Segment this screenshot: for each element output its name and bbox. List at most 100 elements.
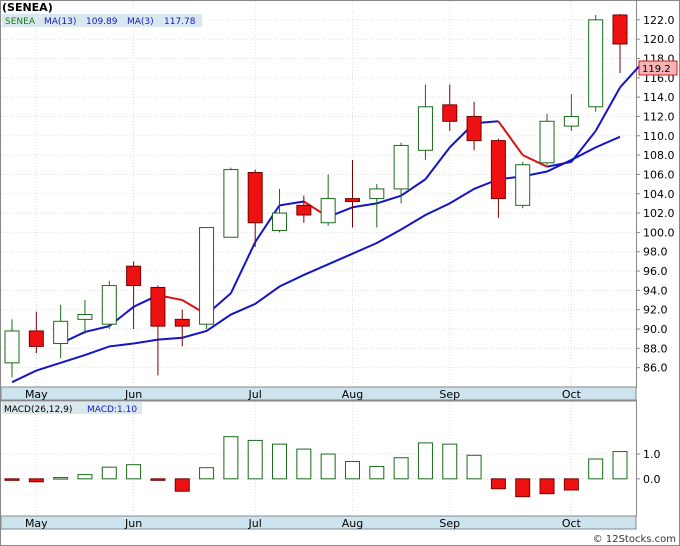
candle xyxy=(490,138,506,218)
candle xyxy=(296,195,312,223)
candle xyxy=(199,227,215,330)
macd-bar-negative xyxy=(150,478,166,481)
macd-date-strip xyxy=(0,515,637,530)
candle-body-up xyxy=(369,188,385,200)
price-tick-label: 88.0 xyxy=(643,342,668,355)
candle xyxy=(320,174,336,226)
macd-bar-positive xyxy=(272,443,288,480)
price-month-label: Oct xyxy=(562,388,582,401)
legend-ma13-value: 109.89 xyxy=(86,17,118,27)
candle xyxy=(28,311,44,354)
candle-body-up xyxy=(539,120,555,164)
macd-bar-positive xyxy=(417,442,433,480)
candle-body-up xyxy=(199,227,215,325)
ma3-segment xyxy=(594,86,621,132)
candle-body-down xyxy=(28,330,44,347)
macd-tick-label: 0.0 xyxy=(643,473,661,486)
price-x-axis: May Jun Jul Aug Sep Oct xyxy=(25,388,582,401)
macd-bar-positive xyxy=(393,457,409,480)
macd-title: MACD(26,12,9) xyxy=(4,405,72,415)
ma3-segment xyxy=(546,160,572,168)
macd-month-label: Aug xyxy=(342,517,363,530)
candle xyxy=(417,84,433,160)
price-tick-label: 86.0 xyxy=(643,362,668,375)
ma3-segment xyxy=(570,130,597,163)
ticker-label: (SENEA) xyxy=(2,1,53,14)
price-tick-label: 106.0 xyxy=(643,168,675,181)
legend-background xyxy=(2,14,202,27)
macd-bar-positive xyxy=(369,465,385,480)
candle-body-down xyxy=(612,14,628,45)
macd-value: MACD:1.10 xyxy=(87,405,137,415)
ma3-segment xyxy=(229,241,257,294)
candle-body-down xyxy=(150,286,166,327)
price-tick-label: 98.0 xyxy=(643,246,668,259)
price-month-label: May xyxy=(25,388,48,401)
macd-month-label: Jun xyxy=(124,517,142,530)
candle xyxy=(539,113,555,165)
macd-bar-positive xyxy=(199,467,215,480)
candle-body-up xyxy=(563,115,579,127)
macd-bar-positive xyxy=(588,458,604,480)
candle-body-up xyxy=(272,212,288,231)
candle xyxy=(247,169,263,247)
candle-body-up xyxy=(53,320,69,345)
candle-body-up xyxy=(4,330,20,364)
legend-ma3-label: MA(3) xyxy=(127,17,154,27)
candle-body-down xyxy=(174,318,190,327)
macd-bar-positive xyxy=(296,448,312,480)
macd-bar-positive xyxy=(442,443,458,480)
candle xyxy=(588,14,604,112)
ma3-segment xyxy=(376,194,402,205)
candle xyxy=(612,14,628,73)
macd-month-label: Sep xyxy=(439,517,460,530)
macd-bar-positive xyxy=(612,451,628,480)
candle-body-down xyxy=(247,171,263,224)
ma3-segment xyxy=(497,120,524,156)
candle xyxy=(442,84,458,131)
candle-body-up xyxy=(77,314,93,320)
candle-body-up xyxy=(417,106,433,151)
macd-bar-negative xyxy=(539,478,555,495)
macd-bar-negative xyxy=(563,478,579,491)
price-tick-label: 92.0 xyxy=(643,304,668,317)
ma3-segment xyxy=(279,200,304,207)
candle-body-down xyxy=(442,104,458,122)
candle xyxy=(77,300,93,334)
macd-month-label: Oct xyxy=(562,517,582,530)
ma3-segment xyxy=(84,325,110,333)
candle-body-down xyxy=(344,198,360,202)
candles xyxy=(4,14,628,378)
price-tick-label: 114.0 xyxy=(643,91,675,104)
legend-ma3-value: 117.78 xyxy=(164,17,196,27)
candle-body-up xyxy=(588,19,604,108)
last-price-value: 119.2 xyxy=(642,64,671,75)
candle-body-down xyxy=(490,140,506,200)
watermark: © 12Stocks.com xyxy=(593,534,676,545)
candle xyxy=(4,319,20,378)
candle-body-up xyxy=(515,164,531,206)
price-tick-label: 90.0 xyxy=(643,323,668,336)
candle xyxy=(344,159,360,228)
macd-bar-negative xyxy=(490,478,506,490)
legend-ma13-label: MA(13) xyxy=(44,17,76,27)
price-tick-label: 120.0 xyxy=(643,33,675,46)
candle-body-up xyxy=(320,198,336,224)
macd-bar-positive xyxy=(344,460,360,480)
candle xyxy=(272,188,288,233)
price-y-axis: 86.0 88.0 90.0 92.0 94.0 96.0 98.0 100.0 102.0 10… xyxy=(636,14,675,375)
candle xyxy=(101,280,117,330)
price-month-label: Jul xyxy=(248,388,262,401)
macd-bar-negative xyxy=(28,478,44,483)
price-date-strip xyxy=(0,386,637,401)
candle-body-down xyxy=(466,115,482,142)
candle-body-up xyxy=(393,144,409,190)
macd-month-label: Jul xyxy=(248,517,262,530)
ma3-segment xyxy=(352,202,377,209)
price-tick-label: 100.0 xyxy=(643,226,675,239)
macd-bar-negative xyxy=(515,478,531,498)
candle-body-up xyxy=(101,285,117,325)
ma3-segment xyxy=(400,178,426,197)
legend-senea: SENEA xyxy=(5,17,36,27)
